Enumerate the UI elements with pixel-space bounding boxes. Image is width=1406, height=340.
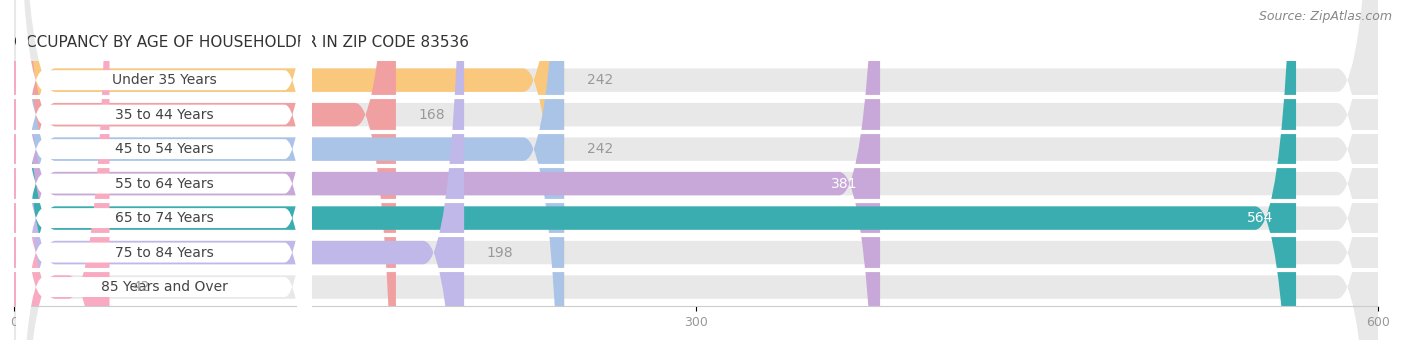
Text: 564: 564 xyxy=(1247,211,1274,225)
FancyBboxPatch shape xyxy=(17,0,312,340)
Text: 242: 242 xyxy=(586,142,613,156)
Text: 75 to 84 Years: 75 to 84 Years xyxy=(115,245,214,259)
FancyBboxPatch shape xyxy=(14,0,880,340)
FancyBboxPatch shape xyxy=(14,0,1378,340)
FancyBboxPatch shape xyxy=(14,0,1378,340)
FancyBboxPatch shape xyxy=(17,0,312,340)
FancyBboxPatch shape xyxy=(14,0,1296,340)
FancyBboxPatch shape xyxy=(17,0,312,340)
FancyBboxPatch shape xyxy=(14,0,564,340)
Text: 85 Years and Over: 85 Years and Over xyxy=(101,280,228,294)
Text: 45 to 54 Years: 45 to 54 Years xyxy=(115,142,214,156)
Text: 65 to 74 Years: 65 to 74 Years xyxy=(115,211,214,225)
Text: 168: 168 xyxy=(419,108,446,122)
FancyBboxPatch shape xyxy=(17,0,312,340)
Text: 55 to 64 Years: 55 to 64 Years xyxy=(115,176,214,191)
Text: 35 to 44 Years: 35 to 44 Years xyxy=(115,108,214,122)
Text: 381: 381 xyxy=(831,176,858,191)
Text: Source: ZipAtlas.com: Source: ZipAtlas.com xyxy=(1258,10,1392,23)
Text: Under 35 Years: Under 35 Years xyxy=(111,73,217,87)
FancyBboxPatch shape xyxy=(17,0,312,340)
Text: OCCUPANCY BY AGE OF HOUSEHOLDER IN ZIP CODE 83536: OCCUPANCY BY AGE OF HOUSEHOLDER IN ZIP C… xyxy=(14,35,470,50)
FancyBboxPatch shape xyxy=(14,0,1378,340)
Text: 242: 242 xyxy=(586,73,613,87)
FancyBboxPatch shape xyxy=(17,0,312,340)
FancyBboxPatch shape xyxy=(14,0,464,340)
FancyBboxPatch shape xyxy=(14,0,564,340)
Text: 42: 42 xyxy=(132,280,150,294)
FancyBboxPatch shape xyxy=(14,0,1378,340)
FancyBboxPatch shape xyxy=(17,0,312,340)
FancyBboxPatch shape xyxy=(14,0,1378,340)
FancyBboxPatch shape xyxy=(14,0,396,340)
FancyBboxPatch shape xyxy=(14,0,1378,340)
FancyBboxPatch shape xyxy=(14,0,110,340)
FancyBboxPatch shape xyxy=(14,0,1378,340)
Text: 198: 198 xyxy=(486,245,513,259)
